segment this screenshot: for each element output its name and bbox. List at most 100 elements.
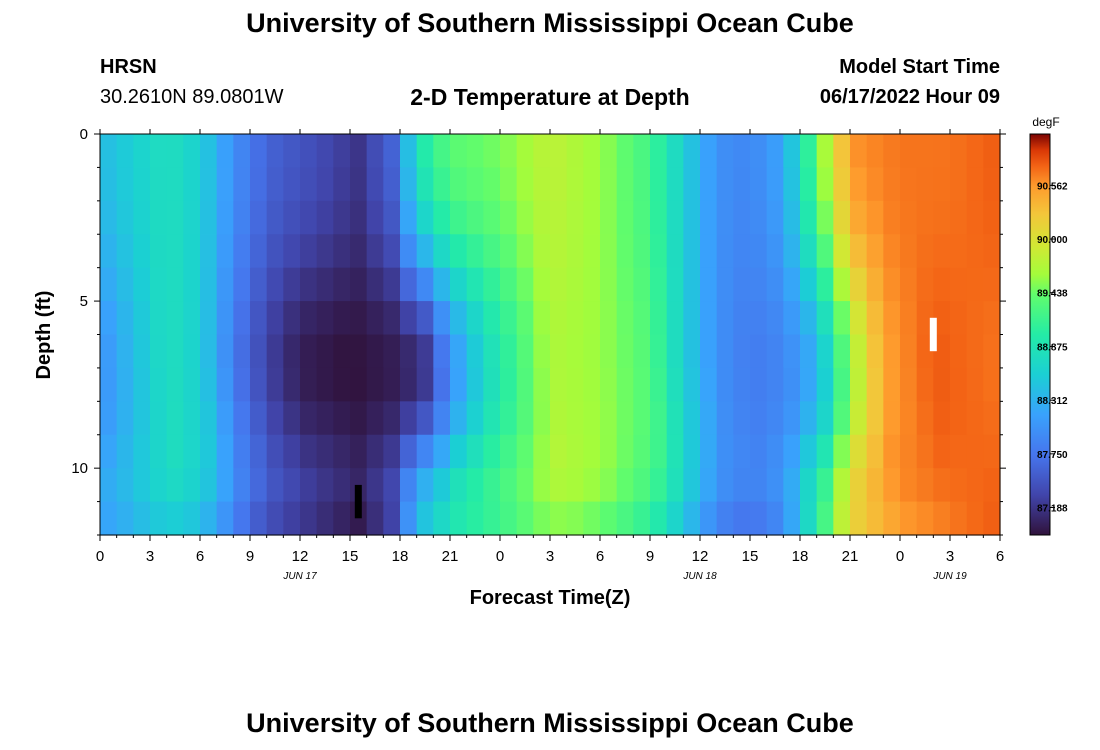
heatmap-cell <box>633 401 651 436</box>
heatmap-cell <box>716 167 734 202</box>
heatmap-cell <box>283 334 301 369</box>
heatmap-cell <box>666 334 684 369</box>
heatmap-cell <box>483 468 501 503</box>
heatmap-cell <box>333 167 351 202</box>
heatmap-cell <box>816 134 834 169</box>
heatmap-cell <box>533 401 551 436</box>
heatmap-cell <box>783 334 801 369</box>
heatmap-cell <box>983 234 1001 269</box>
heatmap-cell <box>133 434 151 469</box>
heatmap-cell <box>200 434 218 469</box>
heatmap-cell <box>383 367 401 402</box>
heatmap-cell <box>550 468 568 503</box>
heatmap-cell <box>666 367 684 402</box>
heatmap-cell <box>716 234 734 269</box>
heatmap-cell <box>400 501 418 536</box>
heatmap-cell <box>550 501 568 536</box>
heatmap-cell <box>333 468 351 503</box>
heatmap-cell <box>183 167 201 202</box>
heatmap-cell <box>700 334 718 369</box>
heatmap-cell <box>416 134 434 169</box>
heatmap-cell <box>633 267 651 302</box>
heatmap-cell <box>183 434 201 469</box>
heatmap-cell <box>800 200 818 235</box>
heatmap-cell <box>883 200 901 235</box>
heatmap-cell <box>933 367 951 402</box>
x-tick-label: 12 <box>692 548 709 565</box>
heatmap-cell <box>683 134 701 169</box>
heatmap-cell <box>966 167 984 202</box>
heatmap-cell <box>550 267 568 302</box>
heatmap-cell <box>516 501 534 536</box>
heatmap-cell <box>466 334 484 369</box>
model-start-label: Model Start Time <box>839 56 1000 78</box>
heatmap-cell <box>950 134 968 169</box>
heatmap-cell <box>533 200 551 235</box>
heatmap-cell <box>700 267 718 302</box>
heatmap-cell <box>383 401 401 436</box>
heatmap-cell <box>983 167 1001 202</box>
heatmap-cell <box>150 434 168 469</box>
heatmap-cell <box>416 200 434 235</box>
heatmap-cell <box>283 468 301 503</box>
heatmap-cell <box>666 234 684 269</box>
heatmap-cell <box>950 167 968 202</box>
heatmap-cell <box>766 167 784 202</box>
heatmap-cell <box>233 200 251 235</box>
heatmap-cell <box>333 367 351 402</box>
heatmap-cell <box>250 334 268 369</box>
heatmap-cell <box>700 434 718 469</box>
heatmap-cell <box>950 234 968 269</box>
heatmap-cell <box>850 367 868 402</box>
heatmap-cell <box>400 301 418 336</box>
x-tick-label: 9 <box>646 548 654 565</box>
heatmap-cell <box>916 468 934 503</box>
heatmap-cell <box>250 267 268 302</box>
heatmap-cell <box>900 134 918 169</box>
heatmap-cell <box>600 468 618 503</box>
heatmap-cell <box>166 167 184 202</box>
heatmap-cell <box>333 501 351 536</box>
heatmap-cell <box>766 334 784 369</box>
heatmap-cell <box>616 501 634 536</box>
colorbar-tick-label: 90.000 <box>1037 235 1068 246</box>
heatmap-cell <box>216 334 234 369</box>
heatmap-cell <box>650 401 668 436</box>
heatmap-cell <box>916 234 934 269</box>
heatmap-cell <box>783 167 801 202</box>
heatmap-cell <box>933 468 951 503</box>
heatmap-cell <box>316 301 334 336</box>
heatmap-cell <box>366 234 384 269</box>
heatmap-cell <box>150 167 168 202</box>
heatmap-cell <box>250 501 268 536</box>
heatmap-cell <box>916 434 934 469</box>
heatmap-cell <box>916 301 934 336</box>
heatmap-cell <box>316 334 334 369</box>
heatmap-cell <box>350 301 368 336</box>
heatmap-cell <box>216 401 234 436</box>
heatmap-cell <box>733 200 751 235</box>
heatmap-cell <box>983 301 1001 336</box>
heatmap-cell <box>483 234 501 269</box>
colorbar-tick-label: 87.750 <box>1037 450 1068 461</box>
heatmap-cell <box>383 200 401 235</box>
heatmap-cell <box>233 267 251 302</box>
heatmap-cell <box>416 334 434 369</box>
colorbar <box>1029 133 1051 536</box>
heatmap-cell <box>533 267 551 302</box>
heatmap-cell <box>133 334 151 369</box>
heatmap-cell <box>166 434 184 469</box>
colorbar-tick-label: 88.875 <box>1037 342 1068 353</box>
heatmap-cell <box>116 468 134 503</box>
heatmap-cell <box>333 267 351 302</box>
heatmap-cell <box>766 234 784 269</box>
heatmap-cell <box>533 367 551 402</box>
heatmap-cell <box>700 301 718 336</box>
heatmap-cell <box>366 134 384 169</box>
heatmap-cell <box>116 134 134 169</box>
heatmap-cell <box>766 200 784 235</box>
heatmap-cell <box>650 434 668 469</box>
heatmap-cell <box>916 501 934 536</box>
heatmap-cell <box>150 501 168 536</box>
heatmap-cell <box>483 200 501 235</box>
